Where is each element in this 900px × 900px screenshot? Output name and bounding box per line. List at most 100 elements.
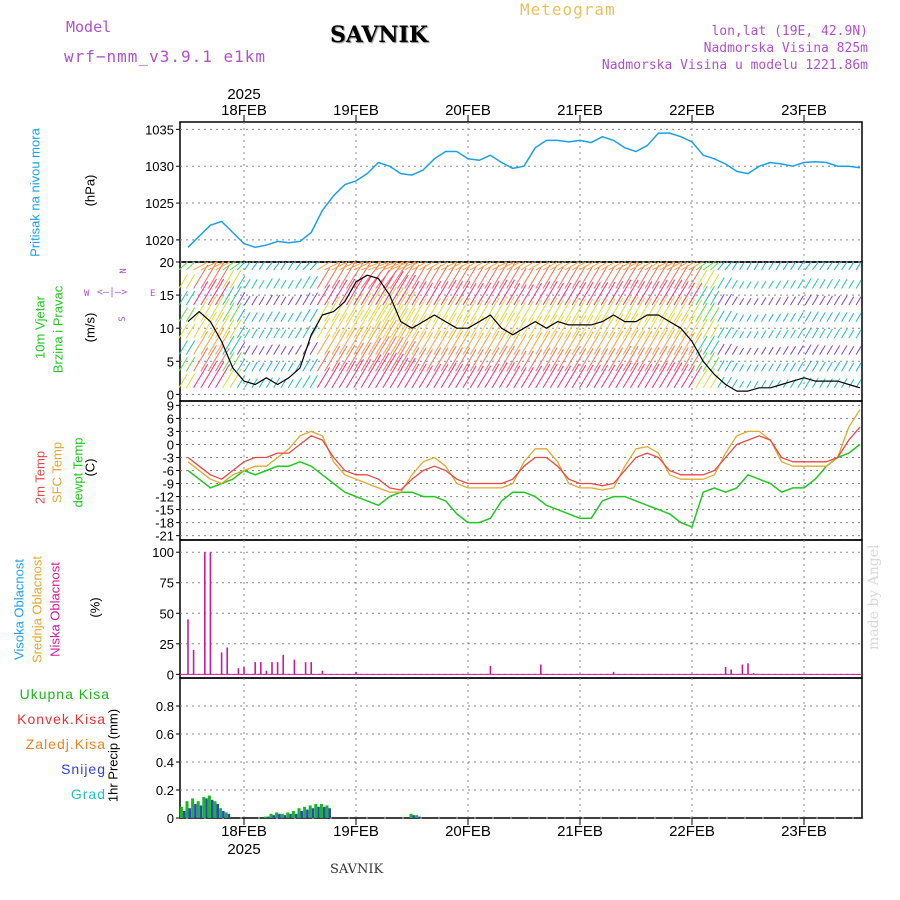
wind-barb <box>433 363 449 389</box>
wind-barb <box>178 307 188 322</box>
wind-barb <box>455 281 471 306</box>
y-tick-label: 0 <box>167 387 174 402</box>
wind-barb <box>659 312 676 339</box>
wind-barb <box>571 281 587 306</box>
wind-barb <box>651 345 668 372</box>
wind-barb <box>498 279 515 306</box>
wind-barb <box>418 282 433 306</box>
wind-barb <box>520 317 534 339</box>
wind-barb <box>251 378 258 389</box>
wind-barb <box>506 365 521 389</box>
wind-barb <box>484 330 500 355</box>
wind-barb <box>295 377 302 389</box>
wind-barb <box>433 347 449 372</box>
wind-barb <box>440 296 457 322</box>
wind-barb <box>615 345 632 372</box>
wind-barb <box>506 266 521 289</box>
wind-barb <box>185 274 196 289</box>
wind-barb <box>367 286 390 322</box>
wind-barb <box>426 347 442 372</box>
wind-barb <box>848 329 855 339</box>
wind-barb <box>360 337 382 372</box>
wind-barb <box>782 362 789 372</box>
wind-barb <box>637 330 653 355</box>
wind-barb <box>710 356 720 372</box>
wind-barb <box>550 261 564 271</box>
wind-barb <box>382 320 404 355</box>
wind-barb <box>571 331 587 355</box>
wind-barb <box>185 307 196 322</box>
wind-barb <box>389 291 409 322</box>
wind-barb <box>265 360 273 372</box>
wind-barb <box>302 261 311 271</box>
wind-barb <box>368 261 390 271</box>
dewpt-line <box>187 443 861 528</box>
wind-barb <box>528 266 543 289</box>
wind-barb <box>513 334 527 355</box>
wind-barb <box>731 329 738 339</box>
y-tick-label: 1030 <box>145 159 174 174</box>
wind-barb <box>790 261 797 271</box>
precip-snow-bar <box>210 799 214 818</box>
wind-barb <box>360 288 382 322</box>
wind-barb <box>484 261 500 271</box>
wind-barb <box>833 328 841 339</box>
wind-barb <box>353 276 372 306</box>
wind-barb <box>688 261 703 271</box>
wind-barb <box>688 282 703 306</box>
wind-barb <box>761 297 767 306</box>
wind-barb <box>477 266 492 289</box>
wind-barb <box>811 344 819 355</box>
wind-barb <box>309 308 318 322</box>
wind-barb <box>520 334 534 355</box>
wind-barb <box>193 264 209 289</box>
wind-barb <box>178 373 188 389</box>
wind-barb <box>586 315 601 339</box>
wind-barb <box>579 348 594 372</box>
wind-barb <box>782 346 789 355</box>
y-tick-label: -18 <box>155 516 174 531</box>
precip-total-bar <box>263 816 267 818</box>
wind-barb <box>433 314 449 339</box>
wind-barb <box>680 365 695 389</box>
wind-barb <box>426 261 441 271</box>
wind-barb <box>535 261 551 271</box>
wind-barb <box>797 361 804 372</box>
wind-barb <box>360 261 382 271</box>
compass-w: W <box>84 289 90 299</box>
wind-barb <box>185 323 196 339</box>
wind-barb <box>797 328 804 339</box>
wind-barb <box>739 262 745 271</box>
wind-barb <box>855 329 862 339</box>
wind-barb <box>826 345 833 355</box>
wind-barb <box>753 262 759 271</box>
wind-barb <box>404 330 420 355</box>
sfctemp-line <box>187 409 861 493</box>
wind-barb <box>673 314 689 339</box>
wind-barb <box>644 281 660 306</box>
wind-barb <box>462 282 477 306</box>
wind-barb <box>680 266 695 289</box>
wind-barb <box>426 264 442 289</box>
wind-barb <box>265 344 273 355</box>
wind-barb <box>717 310 725 322</box>
wind-barb <box>302 358 311 372</box>
wind-barb <box>309 342 318 355</box>
wind-barb <box>724 293 732 306</box>
wind-barb <box>302 325 311 339</box>
wind-barb <box>680 348 695 372</box>
wind-barb <box>382 261 404 271</box>
wind-barb <box>418 315 433 339</box>
wind-barb <box>673 281 689 306</box>
wind-barb <box>389 324 409 355</box>
precip-snow-bar <box>418 816 421 818</box>
wind-barb <box>724 360 732 372</box>
wind-barb <box>229 319 242 339</box>
wind-barb <box>557 332 572 355</box>
wind-barb <box>324 345 341 372</box>
wind-barb <box>389 340 409 372</box>
wind-barb <box>542 363 558 389</box>
wind-barb <box>469 315 484 339</box>
wind-barb <box>557 282 572 306</box>
wind-barb <box>833 279 841 289</box>
